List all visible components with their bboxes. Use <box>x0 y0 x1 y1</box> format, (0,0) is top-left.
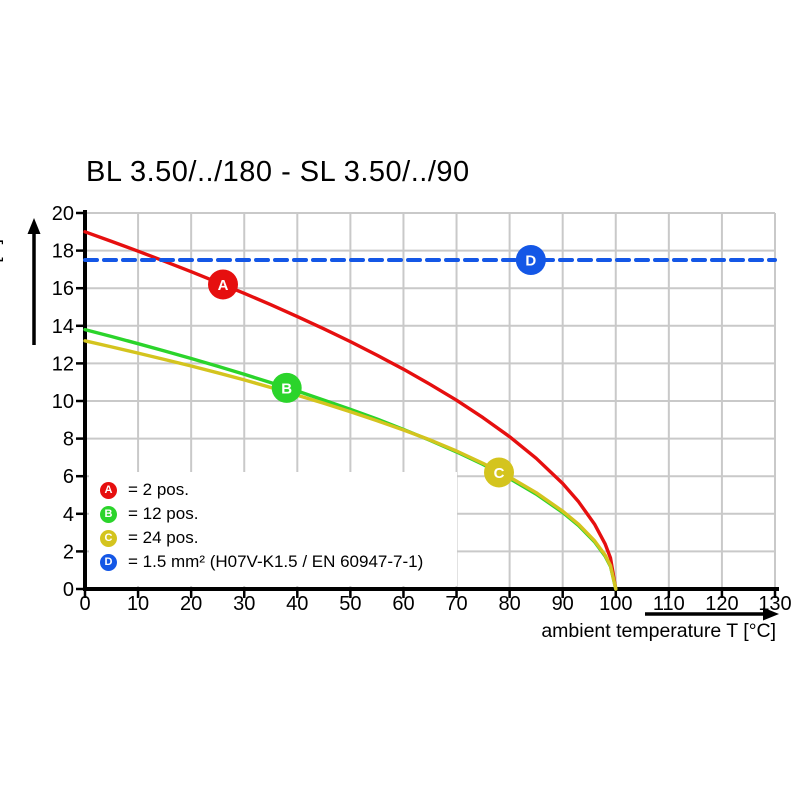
y-tick-label: 4 <box>63 504 74 526</box>
svg-text:C: C <box>494 465 505 482</box>
x-tick-label: 60 <box>392 593 414 615</box>
tick-labels: 0 10 20 30 40 50 60 70 80 90 100 110 120 130024681012… <box>52 203 792 615</box>
legend-label: = 2 pos. <box>128 480 189 499</box>
y-tick-label: 0 <box>63 579 74 601</box>
x-axis-title: ambient temperature T [°C] <box>541 620 776 642</box>
x-tick-label: 0 <box>79 593 90 615</box>
marker-b: B <box>271 372 302 403</box>
legend-marker-c-icon: C <box>100 529 117 547</box>
curve-a <box>83 230 618 591</box>
y-tick-label: 14 <box>52 316 74 338</box>
axes <box>83 210 779 591</box>
x-tick-label: 40 <box>286 593 308 615</box>
legend-item-d: D = 1.5 mm² (H07V-K1.5 / EN 60947-7-1) <box>89 550 457 574</box>
x-tick-label: 110 <box>653 593 685 615</box>
x-tick-label: 20 <box>180 593 202 615</box>
curve-c <box>83 339 618 591</box>
x-tick-label: 90 <box>552 593 574 615</box>
x-tick-label: 30 <box>233 593 255 615</box>
legend-label: = 1.5 mm² (H07V-K1.5 / EN 60947-7-1) <box>128 552 424 571</box>
legend-label: = 24 pos. <box>128 528 199 547</box>
x-tick-label: 10 <box>127 593 149 615</box>
legend-label: = 12 pos. <box>128 504 199 523</box>
y-axis-arrow-icon <box>27 218 41 345</box>
x-tick-label: 70 <box>445 593 467 615</box>
x-tick-label: 80 <box>498 593 520 615</box>
y-tick-label: 18 <box>52 241 74 263</box>
y-tick-label: 10 <box>52 391 74 413</box>
svg-text:D: D <box>525 253 536 270</box>
legend-item-c: C = 24 pos. <box>89 526 457 550</box>
legend: A = 2 pos. B = 12 pos. C = 24 pos. D = 1.5 mm² … <box>89 472 457 586</box>
y-tick-label: 2 <box>63 541 74 563</box>
x-tick-label: 50 <box>339 593 361 615</box>
legend-marker-b-icon: B <box>100 505 117 523</box>
x-axis-arrow-icon <box>645 607 779 621</box>
gridlines <box>85 212 776 589</box>
marker-c: C <box>484 457 514 488</box>
legend-marker-a-icon: A <box>100 481 117 499</box>
svg-text:A: A <box>218 277 229 294</box>
tick-marks <box>76 211 777 598</box>
legend-item-a: A = 2 pos. <box>89 478 457 502</box>
chart-title: BL 3.50/../180 - SL 3.50/../90 <box>86 156 470 188</box>
legend-marker-d-icon: D <box>100 553 117 571</box>
legend-item-b: B = 12 pos. <box>89 502 457 526</box>
marker-a: A <box>208 269 238 300</box>
y-tick-label: 16 <box>52 278 74 300</box>
y-tick-label: 12 <box>52 353 74 375</box>
y-tick-label: 6 <box>63 466 74 488</box>
y-tick-label: 20 <box>52 203 74 225</box>
x-tick-label: 100 <box>599 593 632 615</box>
x-tick-label: 120 <box>705 593 738 615</box>
y-tick-label: 8 <box>63 429 74 451</box>
marker-d: D <box>515 245 546 275</box>
svg-text:B: B <box>281 380 292 397</box>
